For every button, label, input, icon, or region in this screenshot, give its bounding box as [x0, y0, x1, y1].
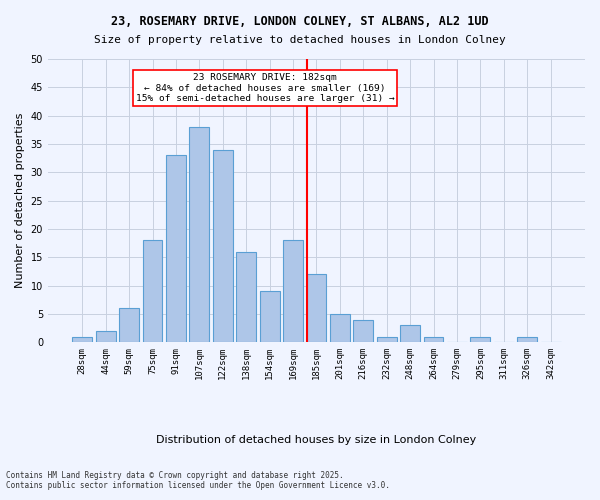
- Bar: [283, 240, 303, 342]
- Bar: [377, 336, 397, 342]
- Bar: [166, 156, 186, 342]
- Bar: [236, 252, 256, 342]
- Bar: [73, 336, 92, 342]
- Bar: [330, 314, 350, 342]
- Bar: [213, 150, 233, 342]
- Bar: [517, 336, 537, 342]
- Bar: [143, 240, 163, 342]
- Bar: [470, 336, 490, 342]
- Y-axis label: Number of detached properties: Number of detached properties: [15, 113, 25, 288]
- Bar: [424, 336, 443, 342]
- Bar: [119, 308, 139, 342]
- Bar: [353, 320, 373, 342]
- Text: Size of property relative to detached houses in London Colney: Size of property relative to detached ho…: [94, 35, 506, 45]
- X-axis label: Distribution of detached houses by size in London Colney: Distribution of detached houses by size …: [157, 435, 476, 445]
- Bar: [190, 127, 209, 342]
- Bar: [307, 274, 326, 342]
- Bar: [400, 326, 420, 342]
- Bar: [260, 292, 280, 343]
- Bar: [96, 331, 116, 342]
- Text: 23, ROSEMARY DRIVE, LONDON COLNEY, ST ALBANS, AL2 1UD: 23, ROSEMARY DRIVE, LONDON COLNEY, ST AL…: [111, 15, 489, 28]
- Text: 23 ROSEMARY DRIVE: 182sqm
← 84% of detached houses are smaller (169)
15% of semi: 23 ROSEMARY DRIVE: 182sqm ← 84% of detac…: [136, 73, 394, 103]
- Text: Contains HM Land Registry data © Crown copyright and database right 2025.
Contai: Contains HM Land Registry data © Crown c…: [6, 470, 390, 490]
